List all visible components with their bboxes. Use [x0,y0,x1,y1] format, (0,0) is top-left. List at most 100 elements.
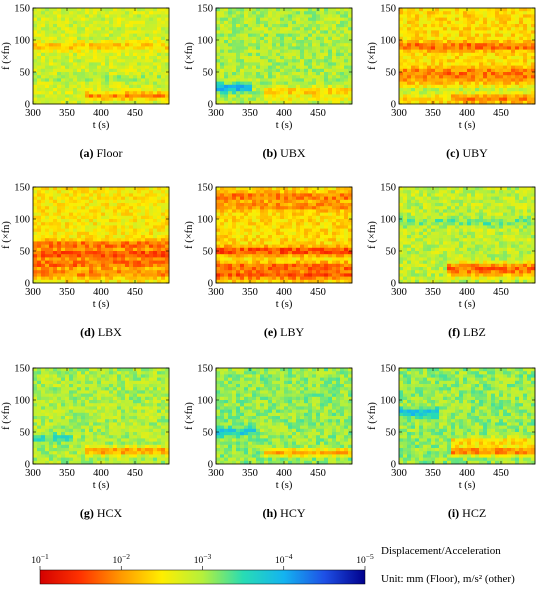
heatmap-cell [487,62,492,66]
heatmap-cell [165,244,170,249]
heatmap-cell [399,49,404,54]
heatmap-cell [487,49,492,54]
heatmap-cell [240,17,245,22]
heatmap-cell [53,203,58,207]
heatmap-cell [161,46,166,50]
heatmap-cell [81,68,86,73]
heatmap-cell [85,270,90,274]
heatmap-cell [527,46,532,50]
heatmap-cell [101,72,106,76]
heatmap-cell [300,46,305,50]
heatmap-cell [125,84,130,89]
heatmap-cell [33,254,38,258]
heatmap-cell [53,62,58,66]
heatmap-cell [288,228,293,233]
heatmap-cell [137,254,142,258]
heatmap-cell [320,206,325,210]
heatmap-cell [145,235,150,239]
heatmap-cell [37,260,42,265]
heatmap-cell [216,212,221,217]
heatmap-cell [93,81,98,86]
heatmap-cell [133,17,138,22]
heatmap-cell [113,267,118,271]
heatmap-cell [157,43,162,47]
heatmap-cell [141,228,146,233]
heatmap-cell [85,27,90,31]
heatmap-cell [328,244,333,249]
heatmap-cell [320,33,325,38]
heatmap-cell [316,46,321,50]
heatmap-cell [89,235,94,239]
heatmap-cell [41,36,46,41]
heatmap-cell [45,40,50,44]
heatmap-cell [471,17,476,22]
heatmap-cell [93,247,98,252]
heatmap-cell [240,190,245,194]
heatmap-cell [121,222,126,226]
heatmap-cell [475,24,480,28]
heatmap-cell [129,49,134,54]
heatmap-cell [49,212,54,217]
heatmap-cell [137,20,142,25]
heatmap-cell [499,33,504,38]
heatmap-cell [125,75,130,79]
heatmap-cell [133,43,138,47]
heatmap-cell [264,209,269,213]
heatmap-cell [85,279,90,284]
heatmap-cell [65,193,70,197]
heatmap-cell [419,24,424,28]
heatmap-cell [65,59,70,63]
heatmap-cell [260,209,265,213]
heatmap-cell [431,88,436,92]
heatmap-cell [519,43,524,47]
heatmap-cell [260,193,265,197]
heatmap-cell [483,30,488,34]
heatmap-cell [61,20,66,25]
heatmap-cell [77,49,82,54]
heatmap-cell [324,52,329,57]
heatmap-cell [41,187,46,191]
heatmap-cell [284,196,289,201]
heatmap-cell [403,8,408,12]
heatmap-cell [455,88,460,92]
heatmap-cell [61,251,66,255]
heatmap-cell [292,81,297,86]
heatmap-cell [256,30,261,34]
heatmap-cell [340,33,345,38]
heatmap-cell [312,36,317,41]
heatmap-cell [240,225,245,229]
heatmap-cell [403,94,408,98]
heatmap-cell [236,30,241,34]
heatmap-cell [316,94,321,98]
heatmap-cell [117,276,122,281]
heatmap-cell [455,27,460,31]
heatmap-cell [69,260,74,265]
heatmap-cell [157,30,162,34]
heatmap-cell [288,72,293,76]
heatmap-cell [328,56,333,60]
heatmap-cell [344,199,349,204]
heatmap-cell [65,43,70,47]
heatmap-cell [97,68,102,73]
heatmap-cell [220,244,225,249]
heatmap-cell [316,257,321,261]
heatmap-cell [459,8,464,12]
heatmap-cell [427,68,432,73]
heatmap-cell [268,27,273,31]
heatmap-cell [137,222,142,226]
heatmap-cell [403,52,408,57]
heatmap-cell [105,78,110,82]
heatmap-cell [495,24,500,28]
heatmap-cell [45,46,50,50]
heatmap-cell [328,43,333,47]
heatmap-cell [161,65,166,70]
heatmap-cell [248,17,253,22]
heatmap-cell [145,56,150,60]
heatmap-cell [153,279,158,284]
heatmap-cell [149,263,154,268]
heatmap-cell [308,97,313,102]
heatmap-cell [145,11,150,15]
heatmap-cell [300,222,305,226]
heatmap-cell [41,257,46,261]
heatmap-cell [145,254,150,258]
